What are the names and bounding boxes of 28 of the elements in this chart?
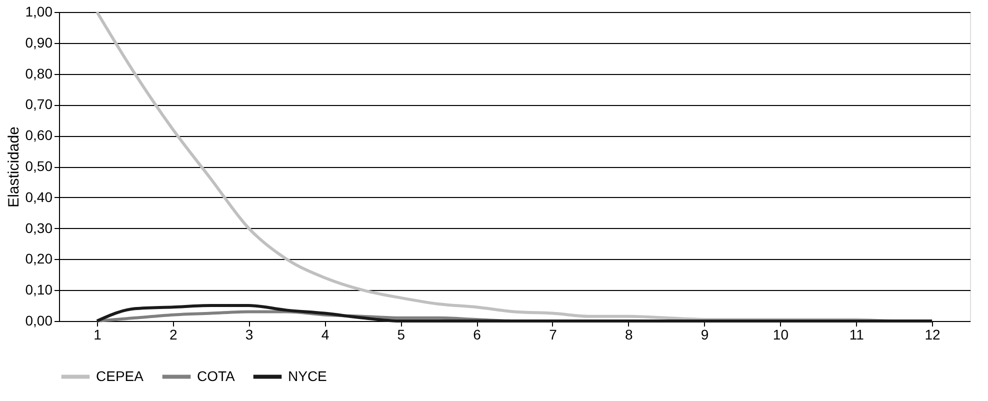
x-tick-label: 12 [924,326,941,342]
line-series [95,304,934,322]
y-tick-label: 0,10 [25,282,53,298]
x-tick-label: 4 [321,326,330,342]
y-tick-label: 0,50 [25,158,53,174]
x-tick-label: 5 [397,326,406,342]
x-tick-label: 1 [94,326,102,342]
y-tick-label: 0,80 [25,65,53,82]
x-tick-label: 9 [700,326,709,342]
x-tick-label: 8 [624,326,633,342]
x-tick-label: 11 [849,326,864,342]
y-tick-label: 0,70 [25,96,53,112]
x-tick-label: 2 [169,326,178,342]
y-tick-label: 1,00 [25,4,53,20]
y-axis-title: Elasticidade [5,126,22,208]
x-tick-label: 7 [549,326,558,342]
y-tick-label: 0,30 [25,220,53,236]
legend-label: NYCE [288,368,327,384]
legend-label: COTA [197,368,236,384]
y-tick-label: 0,20 [25,250,53,267]
y-tick-label: 0,90 [25,34,53,50]
y-tick-label: 0,40 [25,188,53,205]
x-tick-label: 3 [245,326,254,342]
x-tick-label: 6 [473,326,482,342]
y-tick-label: 0,60 [25,127,53,144]
x-tick-label: 10 [772,326,789,342]
legend-label: CEPEA [96,368,144,384]
y-tick-label: 0,00 [25,312,53,328]
